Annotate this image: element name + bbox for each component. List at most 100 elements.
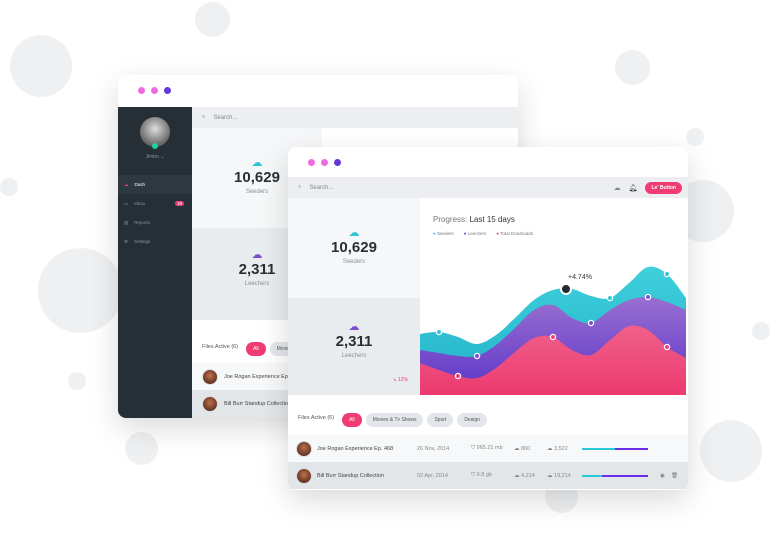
file-name: Joe Rogan Experience Ep. 468 [224, 373, 301, 380]
file-name: Joe Rogan Experience Ep. 468 [317, 445, 394, 452]
filter-all[interactable]: All [246, 342, 266, 356]
data-point[interactable] [663, 343, 671, 351]
sidebar-item-label: Settings [134, 239, 151, 244]
data-point[interactable] [587, 319, 595, 327]
search-input[interactable]: Search... [309, 184, 334, 191]
data-point[interactable] [663, 270, 671, 278]
eye-icon[interactable]: ◉ [660, 472, 665, 479]
window-dot[interactable] [164, 87, 171, 94]
bubble [10, 35, 72, 97]
bubble [0, 178, 18, 196]
search-icon: ⌕ [298, 184, 302, 190]
sidebar-item-label: Inbox [134, 201, 146, 206]
progress-chart: +4.74% [420, 266, 686, 395]
shield-icon: ⛉ [471, 472, 476, 478]
user-menu[interactable]: Jimbo ⌄ [118, 154, 192, 160]
file-date: 26 Nov, 2014 [417, 445, 450, 452]
window-dot[interactable] [138, 87, 145, 94]
cloud-icon: ☁ [124, 181, 129, 187]
data-point[interactable] [435, 328, 443, 336]
file-size: 9.8 gb [476, 472, 492, 478]
file-row[interactable]: Bill Burr Standup Collection 02 Apr, 201… [288, 462, 688, 489]
progress-label: Progress: [433, 215, 468, 224]
leechers-label: Leechers [244, 281, 270, 287]
avatar [296, 440, 312, 457]
download-icon: ☁ [514, 472, 520, 479]
window-dot[interactable] [308, 159, 315, 166]
files-active-title: Files Active (6) [298, 414, 335, 421]
seeders-value: 10,629 [331, 239, 377, 256]
sidebar-item-inbox[interactable]: ▭ Inbox 18 [118, 194, 192, 213]
download-cloud-icon: ☁ [348, 321, 360, 333]
bubble [752, 322, 770, 340]
inbox-icon: ▭ [124, 200, 129, 206]
file-date: 02 Apr, 2014 [417, 472, 448, 479]
leechers-label: Leechers [341, 353, 367, 359]
upload-count: 19,214 [554, 472, 571, 479]
file-row[interactable]: Joe Rogan Experience Ep. 468 26 Nov, 201… [288, 435, 688, 462]
seeders-label: Seeders [245, 189, 269, 195]
filter-sport[interactable]: Sport [427, 413, 454, 427]
sidebar-item-label: Dash [134, 182, 146, 187]
files-active-title: Files Active (6) [202, 343, 239, 350]
bubble [686, 128, 704, 146]
notification-bell-icon[interactable]: 🔔︎ [628, 184, 638, 192]
sidebar-item-dash[interactable]: ☁ Dash [118, 175, 192, 194]
leechers-value: 2,311 [238, 261, 276, 278]
online-status-icon [152, 143, 158, 149]
bubble [38, 248, 123, 333]
legend-label: Total Downloads [500, 231, 534, 236]
arrow-down-icon: ↘ [392, 377, 397, 383]
chart-legend: ● Seeders ● Leechers ● Total Downloads [433, 231, 533, 236]
bubble [700, 420, 762, 482]
data-point[interactable] [473, 352, 481, 360]
filter-all[interactable]: All [342, 413, 362, 427]
header-bar: ⌕ Search... ☁ 🔔︎ Le' Button [288, 177, 688, 198]
bubble [68, 372, 86, 390]
file-name: Bill Burr Standup Collection [317, 472, 384, 479]
upload-icon[interactable]: ☁ [613, 184, 621, 192]
download-cloud-icon: ☁ [251, 249, 263, 261]
data-point[interactable] [644, 293, 652, 301]
annotation-label: +4.74% [568, 274, 592, 281]
inbox-badge: 18 [174, 201, 184, 206]
seeders-stat: ☁ 10,629 Seeders [288, 198, 420, 298]
search-input[interactable]: Search... [213, 114, 238, 121]
sidebar-item-settings[interactable]: ⚙ Settings [118, 232, 192, 251]
data-point[interactable] [549, 333, 557, 341]
chart-icon: ▥ [124, 219, 129, 225]
seeders-label: Seeders [342, 259, 366, 265]
window-dot[interactable] [321, 159, 328, 166]
highlight-point[interactable] [560, 283, 572, 295]
file-size: 965.21 mb [476, 445, 503, 451]
chart-header: Progress: Last 15 days ● Seeders ● Leech… [433, 215, 533, 236]
download-count: 860 [521, 445, 531, 452]
sidebar-item-reports[interactable]: ▥ Reports [118, 213, 192, 232]
chevron-down-icon: ⌄ [160, 154, 165, 160]
window-controls [308, 159, 341, 166]
avatar [296, 467, 312, 484]
legend-label: Seeders [436, 231, 454, 236]
upload-icon: ☁ [547, 445, 553, 452]
le-button[interactable]: Le' Button [645, 181, 682, 194]
search-bar[interactable]: ⌕ Search... [192, 107, 518, 128]
avatar [202, 396, 218, 412]
window-dot[interactable] [334, 159, 341, 166]
data-point[interactable] [454, 372, 462, 380]
legend-seeders: ● Seeders [433, 231, 454, 236]
window-dot[interactable] [151, 87, 158, 94]
data-point[interactable] [606, 294, 614, 302]
user-name: Jimbo [145, 154, 159, 160]
shield-icon: ⛉ [471, 445, 476, 451]
download-count: 4,214 [521, 472, 535, 479]
bubble [195, 2, 230, 37]
trash-icon[interactable]: 🗑︎ [671, 472, 678, 479]
legend-downloads: ● Total Downloads [496, 231, 534, 236]
file-name: Bill Burr Standup Collection [224, 401, 291, 407]
progress-range[interactable]: Last 15 days [469, 215, 515, 224]
progress-bar [582, 447, 648, 450]
filter-movies-tv[interactable]: Movies & Tv Shows [365, 413, 424, 427]
upload-cloud-icon: ☁ [251, 157, 263, 169]
filter-design[interactable]: Design [457, 413, 487, 427]
leechers-stat: ☁ 2,311 Leechers ↘ 12% [288, 298, 420, 395]
